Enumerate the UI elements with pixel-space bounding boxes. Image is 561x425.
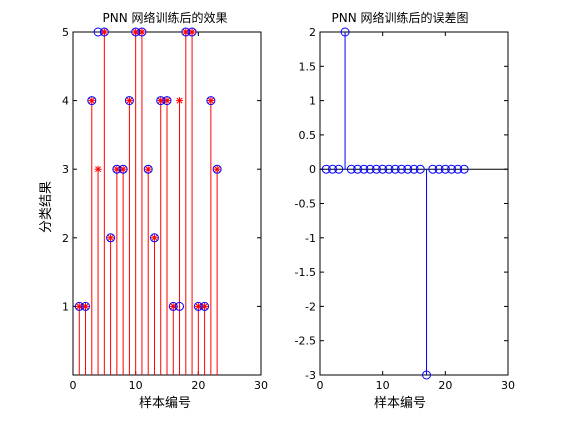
y-tick-label-1-7: 0.5 [299, 129, 317, 142]
marker-circle-0-1-10 [137, 27, 147, 37]
x-tick-label-0-2: 20 [191, 379, 205, 392]
marker-star-0-0-12 [150, 234, 158, 242]
y-tick-label-0-0: 1 [62, 300, 69, 313]
marker-star-0-0-10 [138, 28, 146, 36]
marker-star-0-0-2 [88, 97, 96, 105]
marker-star-0-0-5 [107, 234, 115, 242]
y-tick-label-1-8: 1 [309, 95, 316, 108]
x-tick-label-1-0: 0 [317, 379, 324, 392]
y-tick-label-1-2: -2 [305, 300, 316, 313]
marker-circle-1-0-2 [334, 164, 344, 174]
marker-circle-1-0-4 [346, 164, 356, 174]
marker-circle-0-1-0 [74, 301, 84, 311]
marker-circle-0-1-12 [149, 233, 159, 243]
marker-circle-0-1-6 [112, 164, 122, 174]
marker-circle-1-0-21 [453, 164, 463, 174]
y-tick-label-1-4: -1 [305, 232, 316, 245]
y-tick-label-1-5: -0.5 [295, 198, 316, 211]
x-tick-label-1-1: 10 [376, 379, 390, 392]
right-chart-title: PNN 网络训练后的误差图 [331, 10, 468, 25]
y-tick-label-0-3: 4 [62, 95, 69, 108]
marker-circle-0-1-8 [124, 96, 134, 106]
marker-circle-1-0-10 [384, 164, 394, 174]
marker-circle-1-0-13 [403, 164, 413, 174]
marker-circle-0-1-1 [81, 301, 91, 311]
y-tick-label-1-0: -3 [305, 369, 316, 382]
marker-circle-0-1-14 [162, 96, 172, 106]
marker-circle-1-0-22 [459, 164, 469, 174]
marker-circle-0-1-22 [212, 164, 222, 174]
marker-star-0-0-16 [176, 97, 184, 105]
y-tick-label-0-2: 3 [62, 163, 69, 176]
marker-circle-0-1-21 [206, 96, 216, 106]
y-tick-label-1-1: -2.5 [295, 335, 316, 348]
marker-star-0-0-21 [207, 97, 215, 105]
marker-circle-1-0-0 [321, 164, 331, 174]
y-tick-label-1-10: 2 [309, 26, 316, 39]
y-tick-label-1-6: 0 [309, 163, 316, 176]
marker-circle-1-0-20 [447, 164, 457, 174]
y-tick-label-0-4: 5 [62, 26, 69, 39]
marker-circle-1-0-7 [365, 164, 375, 174]
marker-circle-1-0-14 [409, 164, 419, 174]
marker-circle-1-0-19 [440, 164, 450, 174]
marker-circle-1-0-18 [434, 164, 444, 174]
marker-circle-1-0-12 [396, 164, 406, 174]
marker-circle-0-1-4 [99, 27, 109, 37]
classification-result-chart: PNN 网络训练后的效果 样本编号 分类结果 0 10 20 30 1 2 3 4 5 [39, 10, 268, 411]
marker-star-0-0-22 [213, 165, 221, 173]
plot-frame-1 [319, 31, 509, 376]
marker-star-0-0-11 [144, 165, 152, 173]
marker-circle-1-0-1 [328, 164, 338, 174]
marker-circle-1-0-8 [371, 164, 381, 174]
marker-circle-0-1-19 [193, 301, 203, 311]
marker-circle-1-0-15 [415, 164, 425, 174]
y-tick-label-1-9: 1.5 [299, 60, 317, 73]
error-chart: PNN 网络训练后的误差图 样本编号 0 10 20 30-3-2.5-2-1.5-1… [295, 10, 515, 411]
marker-circle-0-1-16 [175, 301, 185, 311]
marker-circle-0-1-15 [168, 301, 178, 311]
marker-circle-0-1-5 [106, 233, 116, 243]
marker-star-0-0-8 [125, 97, 133, 105]
marker-star-0-0-7 [119, 165, 127, 173]
marker-circle-1-0-9 [378, 164, 388, 174]
marker-circle-1-0-6 [359, 164, 369, 174]
x-tick-label-1-3: 30 [501, 379, 515, 392]
marker-circle-0-1-11 [143, 164, 153, 174]
marker-circle-0-1-18 [187, 27, 197, 37]
left-x-axis-label: 样本编号 [139, 396, 191, 411]
marker-circle-0-1-9 [131, 27, 141, 37]
left-y-axis-label: 分类结果 [39, 181, 54, 233]
left-plot-area: 0 10 20 30 1 2 3 4 5 [62, 26, 268, 392]
x-tick-label-0-1: 10 [129, 379, 143, 392]
marker-circle-0-1-13 [156, 96, 166, 106]
y-tick-label-1-3: -1.5 [295, 266, 316, 279]
marker-circle-1-0-5 [353, 164, 363, 174]
marker-circle-1-0-17 [428, 164, 438, 174]
marker-star-0-0-3 [94, 165, 102, 173]
marker-circle-0-1-17 [181, 27, 191, 37]
marker-circle-0-1-7 [118, 164, 128, 174]
marker-circle-0-1-20 [200, 301, 210, 311]
marker-circle-1-0-3 [340, 27, 350, 37]
y-tick-label-0-1: 2 [62, 232, 69, 245]
marker-circle-0-1-3 [93, 27, 103, 37]
left-chart-title: PNN 网络训练后的效果 [102, 10, 227, 25]
marker-circle-1-0-16 [422, 370, 432, 380]
right-plot-area: 0 10 20 30 -3 -2.5 -2 -1.5 -1 -0.5 0 0.5 1 1.5 2 [295, 26, 515, 392]
x-tick-label-0-0: 0 [70, 379, 77, 392]
right-x-axis-label: 样本编号 [374, 396, 426, 411]
x-tick-label-0-3: 30 [254, 379, 268, 392]
marker-circle-0-1-2 [87, 96, 97, 106]
marker-circle-1-0-11 [390, 164, 400, 174]
x-tick-label-1-2: 20 [438, 379, 452, 392]
